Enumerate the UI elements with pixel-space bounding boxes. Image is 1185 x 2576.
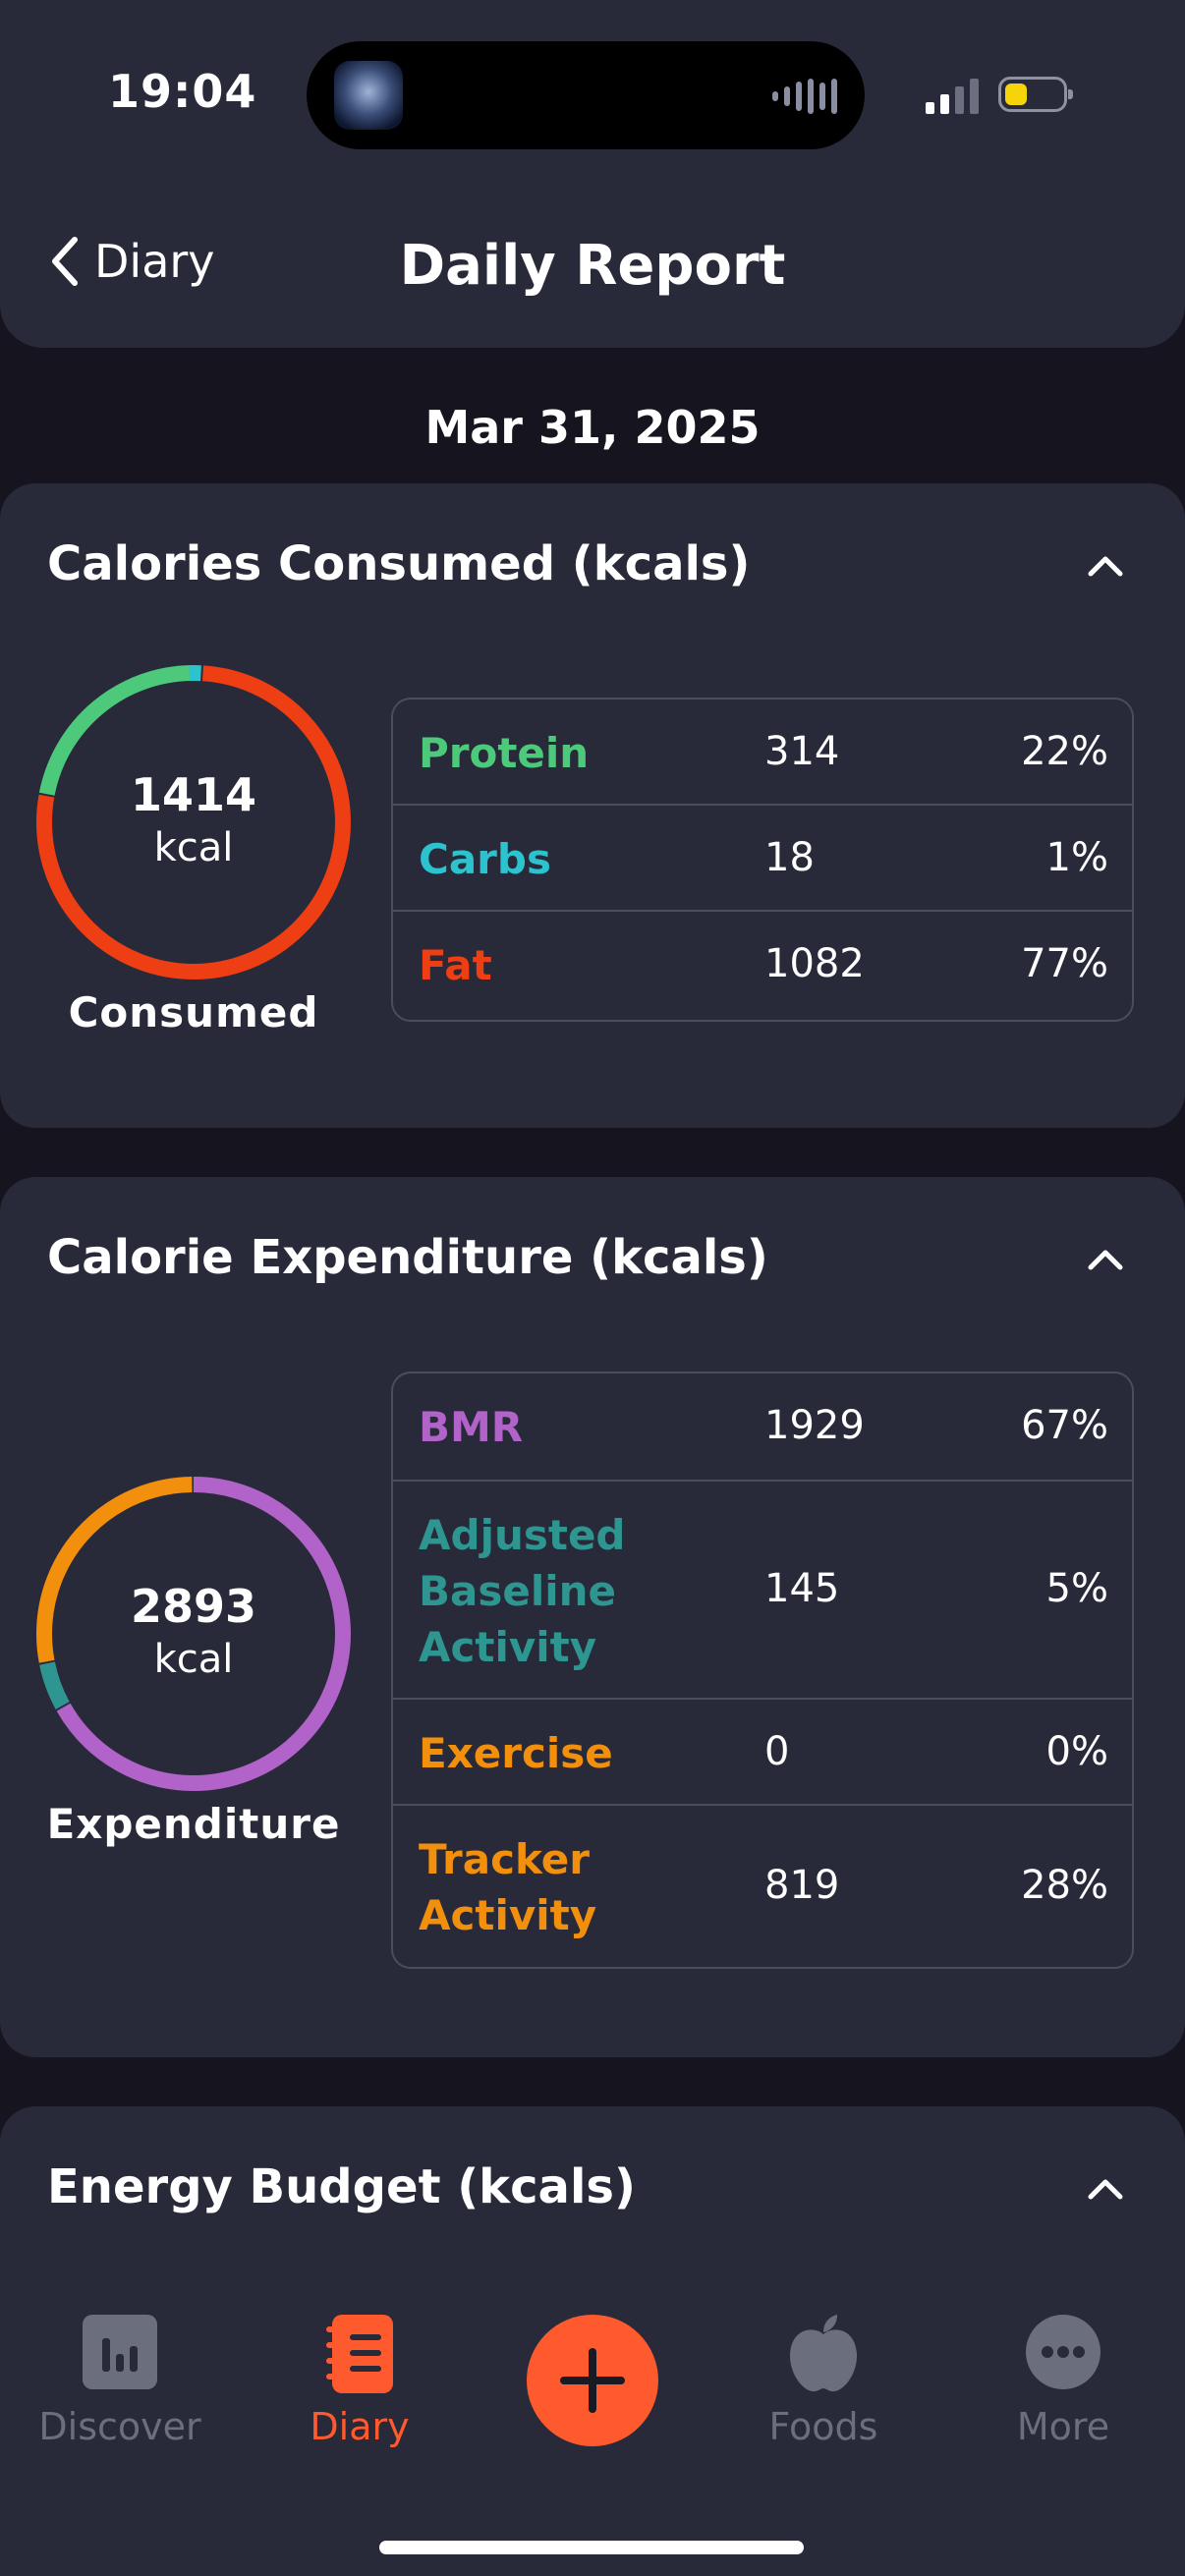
more-icon xyxy=(1026,2315,1100,2389)
bmr-arc xyxy=(36,1477,351,1791)
carbs-value: 18 xyxy=(764,835,815,880)
table-row: Fat 1082 77% xyxy=(393,912,1132,1020)
expenditure-unit: kcal xyxy=(153,1637,234,1682)
bar-chart-icon xyxy=(83,2315,157,2389)
add-button[interactable] xyxy=(527,2315,658,2446)
adjusted-line-3: Activity xyxy=(419,1623,597,1671)
fat-arc xyxy=(36,665,351,980)
carbs-label: Carbs xyxy=(419,835,551,883)
expenditure-donut xyxy=(36,1477,351,1791)
table-row: Exercise 0 0% xyxy=(393,1700,1132,1806)
bmr-value: 1929 xyxy=(764,1403,865,1448)
energy-budget-title: Energy Budget (kcals) xyxy=(47,2159,636,2214)
macros-table: Protein 314 22% Carbs 18 1% Fat 1082 77% xyxy=(391,698,1134,1022)
consumed-donut xyxy=(36,665,351,980)
tracker-line-1: Tracker xyxy=(419,1835,590,1883)
adjusted-line-2: Baseline xyxy=(419,1567,617,1615)
adjusted-line-1: Adjusted xyxy=(419,1511,626,1559)
chevron-up-icon[interactable] xyxy=(1087,554,1124,578)
table-row: BMR 1929 67% xyxy=(393,1373,1132,1482)
chevron-left-icon xyxy=(52,237,78,286)
dynamic-island xyxy=(307,41,865,149)
chevron-up-icon[interactable] xyxy=(1087,1248,1124,1271)
expenditure-total: 2893 kcal xyxy=(33,1580,354,1682)
nav-diary-label: Diary xyxy=(310,2405,410,2448)
tracker-activity-arc xyxy=(36,1477,351,1791)
protein-value: 314 xyxy=(764,729,840,774)
table-row: Tracker Activity 819 28% xyxy=(393,1806,1132,1967)
nav-discover-label: Discover xyxy=(38,2405,201,2448)
calories-consumed-title: Calories Consumed (kcals) xyxy=(47,536,751,591)
audio-wave-icon xyxy=(772,79,837,114)
adjusted-baseline-label: Adjusted Baseline Activity xyxy=(419,1507,626,1675)
apple-icon xyxy=(789,2315,858,2392)
calorie-expenditure-card: Calorie Expenditure (kcals) 2893 kcal Ex… xyxy=(0,1177,1185,2057)
tracker-activity-label: Tracker Activity xyxy=(419,1831,596,1943)
carbs-percent: 1% xyxy=(1045,835,1108,880)
carbs-arc xyxy=(36,665,351,980)
adjusted-baseline-percent: 5% xyxy=(1045,1566,1108,1611)
calories-consumed-card: Calories Consumed (kcals) 1414 kcal Cons… xyxy=(0,483,1185,1128)
fat-percent: 77% xyxy=(1021,941,1108,986)
table-row: Carbs 18 1% xyxy=(393,806,1132,912)
notebook-icon xyxy=(326,2315,393,2393)
table-row: Protein 314 22% xyxy=(393,700,1132,806)
adjusted-baseline-value: 145 xyxy=(764,1566,840,1611)
protein-label: Protein xyxy=(419,729,590,777)
table-row: Adjusted Baseline Activity 145 5% xyxy=(393,1482,1132,1700)
nav-more-label: More xyxy=(1016,2405,1110,2448)
exercise-label: Exercise xyxy=(419,1729,613,1777)
chevron-up-icon[interactable] xyxy=(1087,2177,1124,2201)
back-button[interactable]: Diary xyxy=(47,234,215,289)
battery-icon xyxy=(998,77,1073,112)
exercise-percent: 0% xyxy=(1045,1729,1108,1774)
bmr-percent: 67% xyxy=(1021,1403,1108,1448)
expenditure-table: BMR 1929 67% Adjusted Baseline Activity … xyxy=(391,1372,1134,1969)
expenditure-value: 2893 xyxy=(130,1580,257,1633)
status-time: 19:04 xyxy=(108,65,257,118)
fat-value: 1082 xyxy=(764,941,865,986)
back-label: Diary xyxy=(94,235,215,288)
protein-percent: 22% xyxy=(1021,729,1108,774)
bottom-nav: Discover Diary Foods xyxy=(0,2281,1185,2576)
consumed-unit: kcal xyxy=(153,825,234,870)
fat-label: Fat xyxy=(419,941,492,989)
cellular-signal-icon xyxy=(926,79,979,114)
calorie-expenditure-title: Calorie Expenditure (kcals) xyxy=(47,1230,768,1285)
plus-icon xyxy=(560,2348,625,2413)
expenditure-label: Expenditure xyxy=(46,1800,341,1848)
tracker-activity-percent: 28% xyxy=(1021,1863,1108,1908)
consumed-value: 1414 xyxy=(130,768,257,821)
page-title: Daily Report xyxy=(399,234,786,298)
nav-foods-label: Foods xyxy=(768,2405,878,2448)
report-date[interactable]: Mar 31, 2025 xyxy=(424,401,761,454)
tracker-activity-value: 819 xyxy=(764,1863,840,1908)
bmr-label: BMR xyxy=(419,1403,524,1451)
tracker-line-2: Activity xyxy=(419,1891,597,1939)
exercise-value: 0 xyxy=(764,1729,790,1774)
album-art-icon xyxy=(334,61,403,130)
consumed-label: Consumed xyxy=(68,988,319,1036)
home-indicator xyxy=(379,2541,804,2554)
consumed-total: 1414 kcal xyxy=(33,768,354,870)
